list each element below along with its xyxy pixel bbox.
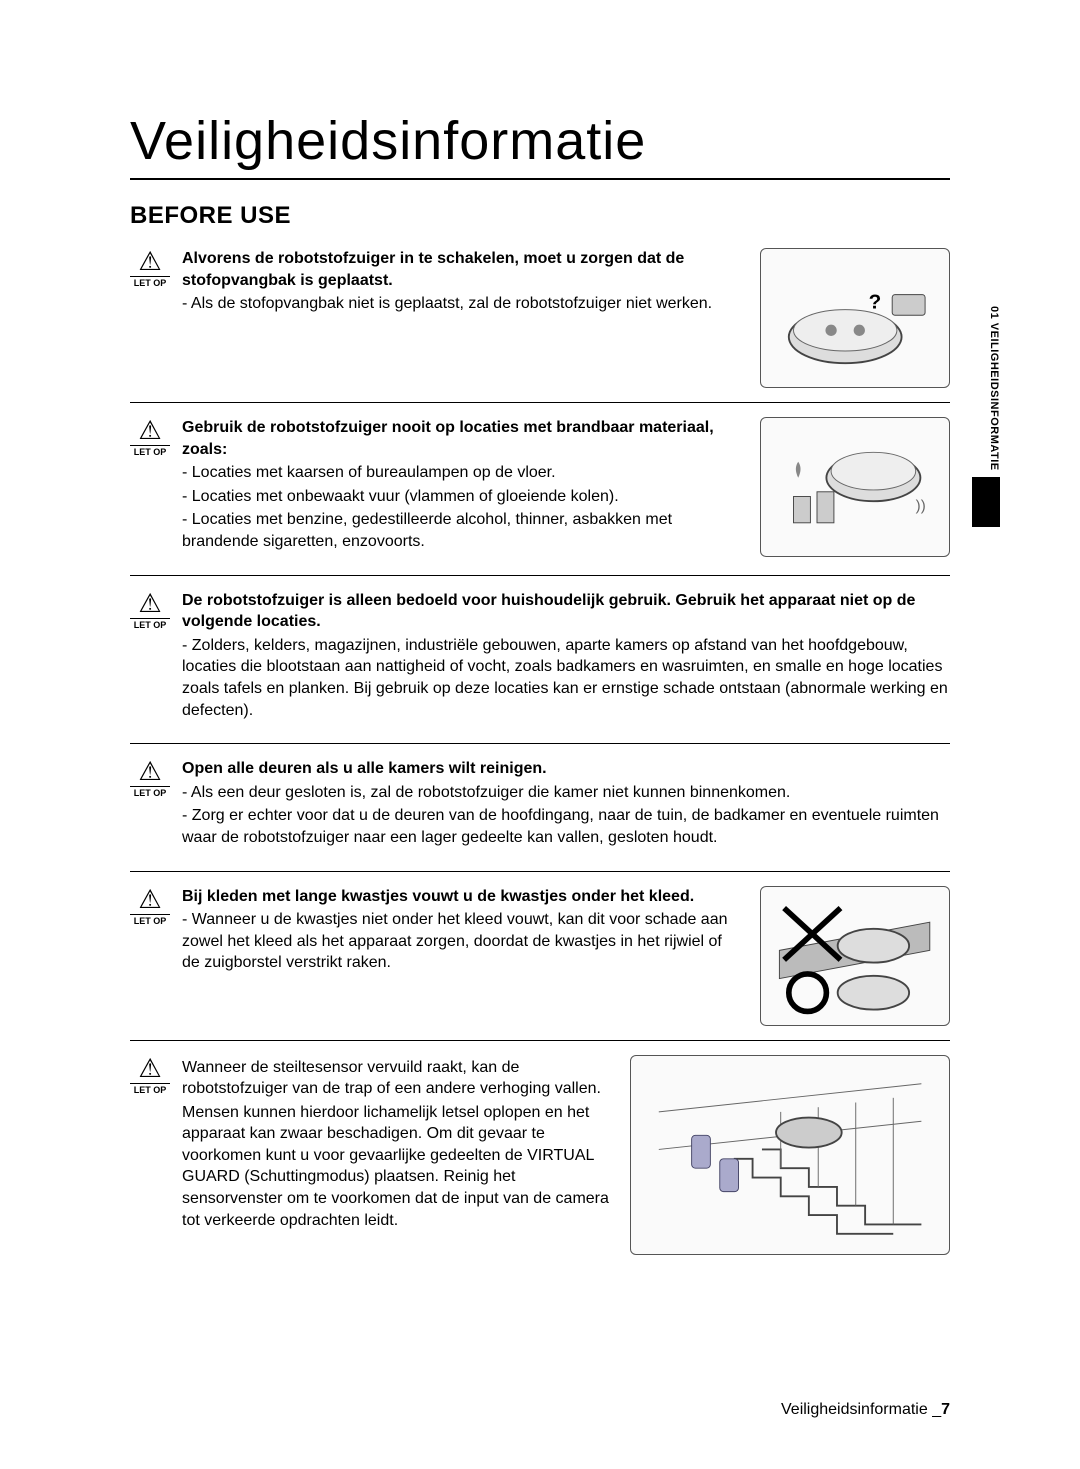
bold-line: Open alle deuren als u alle kamers wilt …	[182, 758, 950, 780]
warning-triangle-icon: ⚠	[130, 886, 170, 912]
caution-row: ⚠ LET OP Wanneer de steiltesensor vervui…	[130, 1055, 950, 1269]
caution-icon: ⚠ LET OP	[130, 886, 170, 926]
caution-label: LET OP	[130, 786, 170, 798]
page-footer: Veiligheidsinformatie _7	[781, 1401, 950, 1419]
block-text: Bij kleden met lange kwastjes vouwt u de…	[182, 886, 740, 974]
text-item: - Locaties met kaarsen of bureaulampen o…	[182, 462, 740, 484]
block-text: Open alle deuren als u alle kamers wilt …	[182, 758, 950, 848]
bold-line: Alvorens de robotstofzuiger in te schake…	[182, 248, 740, 291]
caution-row: ⚠ LET OP De robotstofzuiger is alleen be…	[130, 590, 950, 745]
robot-dustbin-icon: ?	[770, 256, 939, 380]
block-text: Alvorens de robotstofzuiger in te schake…	[182, 248, 740, 315]
bold-line: De robotstofzuiger is alleen bedoeld voo…	[182, 590, 950, 633]
warning-triangle-icon: ⚠	[130, 1055, 170, 1081]
caution-block: ⚠ LET OP De robotstofzuiger is alleen be…	[130, 590, 950, 722]
warning-triangle-icon: ⚠	[130, 417, 170, 443]
illustration	[630, 1055, 950, 1255]
footer-text: Veiligheidsinformatie _	[781, 1401, 941, 1418]
caution-label: LET OP	[130, 914, 170, 926]
warning-triangle-icon: ⚠	[130, 758, 170, 784]
caution-icon: ⚠ LET OP	[130, 248, 170, 288]
block-text: Gebruik de robotstofzuiger nooit op loca…	[182, 417, 740, 553]
text-item: - Zolders, kelders, magazijnen, industri…	[182, 635, 950, 721]
svg-text:)): ))	[916, 497, 926, 514]
caution-block: ⚠ LET OP Open alle deuren als u alle kam…	[130, 758, 950, 848]
text-item: - Locaties met benzine, gedestilleerde a…	[182, 509, 740, 552]
text-item: - Locaties met onbewaakt vuur (vlammen o…	[182, 486, 740, 508]
svg-text:?: ?	[869, 291, 882, 314]
row-content: ⚠ LET OP Bij kleden met lange kwastjes v…	[130, 886, 740, 982]
side-tab-label: 01 VEILIGHEIDSINFORMATIE	[972, 300, 1000, 477]
caution-icon: ⚠ LET OP	[130, 1055, 170, 1095]
row-content: ⚠ LET OP Wanneer de steiltesensor vervui…	[130, 1055, 610, 1240]
caution-row: ⚠ LET OP Gebruik de robotstofzuiger nooi…	[130, 417, 950, 576]
robot-stairs-icon	[647, 1065, 933, 1243]
text-item: Mensen kunnen hierdoor lichamelijk letse…	[182, 1102, 610, 1232]
text-item: Wanneer de steiltesensor vervuild raakt,…	[182, 1057, 610, 1100]
caution-label: LET OP	[130, 445, 170, 457]
document-page: Veiligheidsinformatie BEFORE USE ⚠ LET O…	[0, 0, 1080, 1333]
text-item: - Als de stofopvangbak niet is geplaatst…	[182, 293, 740, 315]
caution-block: ⚠ LET OP Wanneer de steiltesensor vervui…	[130, 1055, 610, 1232]
warning-triangle-icon: ⚠	[130, 248, 170, 274]
side-tab: 01 VEILIGHEIDSINFORMATIE	[972, 300, 1000, 560]
caution-block: ⚠ LET OP Gebruik de robotstofzuiger nooi…	[130, 417, 740, 553]
text-item: - Als een deur gesloten is, zal de robot…	[182, 782, 950, 804]
text-item: - Zorg er echter voor dat u de deuren va…	[182, 805, 950, 848]
bold-line: Gebruik de robotstofzuiger nooit op loca…	[182, 417, 740, 460]
caution-row: ⚠ LET OP Alvorens de robotstofzuiger in …	[130, 248, 950, 403]
robot-flammable-icon: ))	[770, 425, 939, 549]
row-content: ⚠ LET OP Alvorens de robotstofzuiger in …	[130, 248, 740, 323]
illustration	[760, 886, 950, 1026]
caution-icon: ⚠ LET OP	[130, 758, 170, 798]
illustration: ?	[760, 248, 950, 388]
row-content: ⚠ LET OP De robotstofzuiger is alleen be…	[130, 590, 950, 730]
section-heading: BEFORE USE	[130, 202, 950, 230]
caution-icon: ⚠ LET OP	[130, 417, 170, 457]
block-text: De robotstofzuiger is alleen bedoeld voo…	[182, 590, 950, 722]
caution-label: LET OP	[130, 618, 170, 630]
robot-rug-icon	[770, 893, 939, 1017]
caution-icon: ⚠ LET OP	[130, 590, 170, 630]
text-item: - Wanneer u de kwastjes niet onder het k…	[182, 909, 740, 974]
side-tab-marker	[972, 477, 1000, 527]
caution-block: ⚠ LET OP Bij kleden met lange kwastjes v…	[130, 886, 740, 974]
caution-row: ⚠ LET OP Bij kleden met lange kwastjes v…	[130, 886, 950, 1041]
row-content: ⚠ LET OP Open alle deuren als u alle kam…	[130, 758, 950, 856]
caution-label: LET OP	[130, 1083, 170, 1095]
caution-row: ⚠ LET OP Open alle deuren als u alle kam…	[130, 758, 950, 871]
page-title: Veiligheidsinformatie	[130, 110, 950, 180]
bold-line: Bij kleden met lange kwastjes vouwt u de…	[182, 886, 740, 908]
caution-label: LET OP	[130, 276, 170, 288]
warning-triangle-icon: ⚠	[130, 590, 170, 616]
illustration: ))	[760, 417, 950, 557]
row-content: ⚠ LET OP Gebruik de robotstofzuiger nooi…	[130, 417, 740, 561]
page-number: 7	[941, 1401, 950, 1418]
block-text: Wanneer de steiltesensor vervuild raakt,…	[182, 1055, 610, 1232]
caution-block: ⚠ LET OP Alvorens de robotstofzuiger in …	[130, 248, 740, 315]
